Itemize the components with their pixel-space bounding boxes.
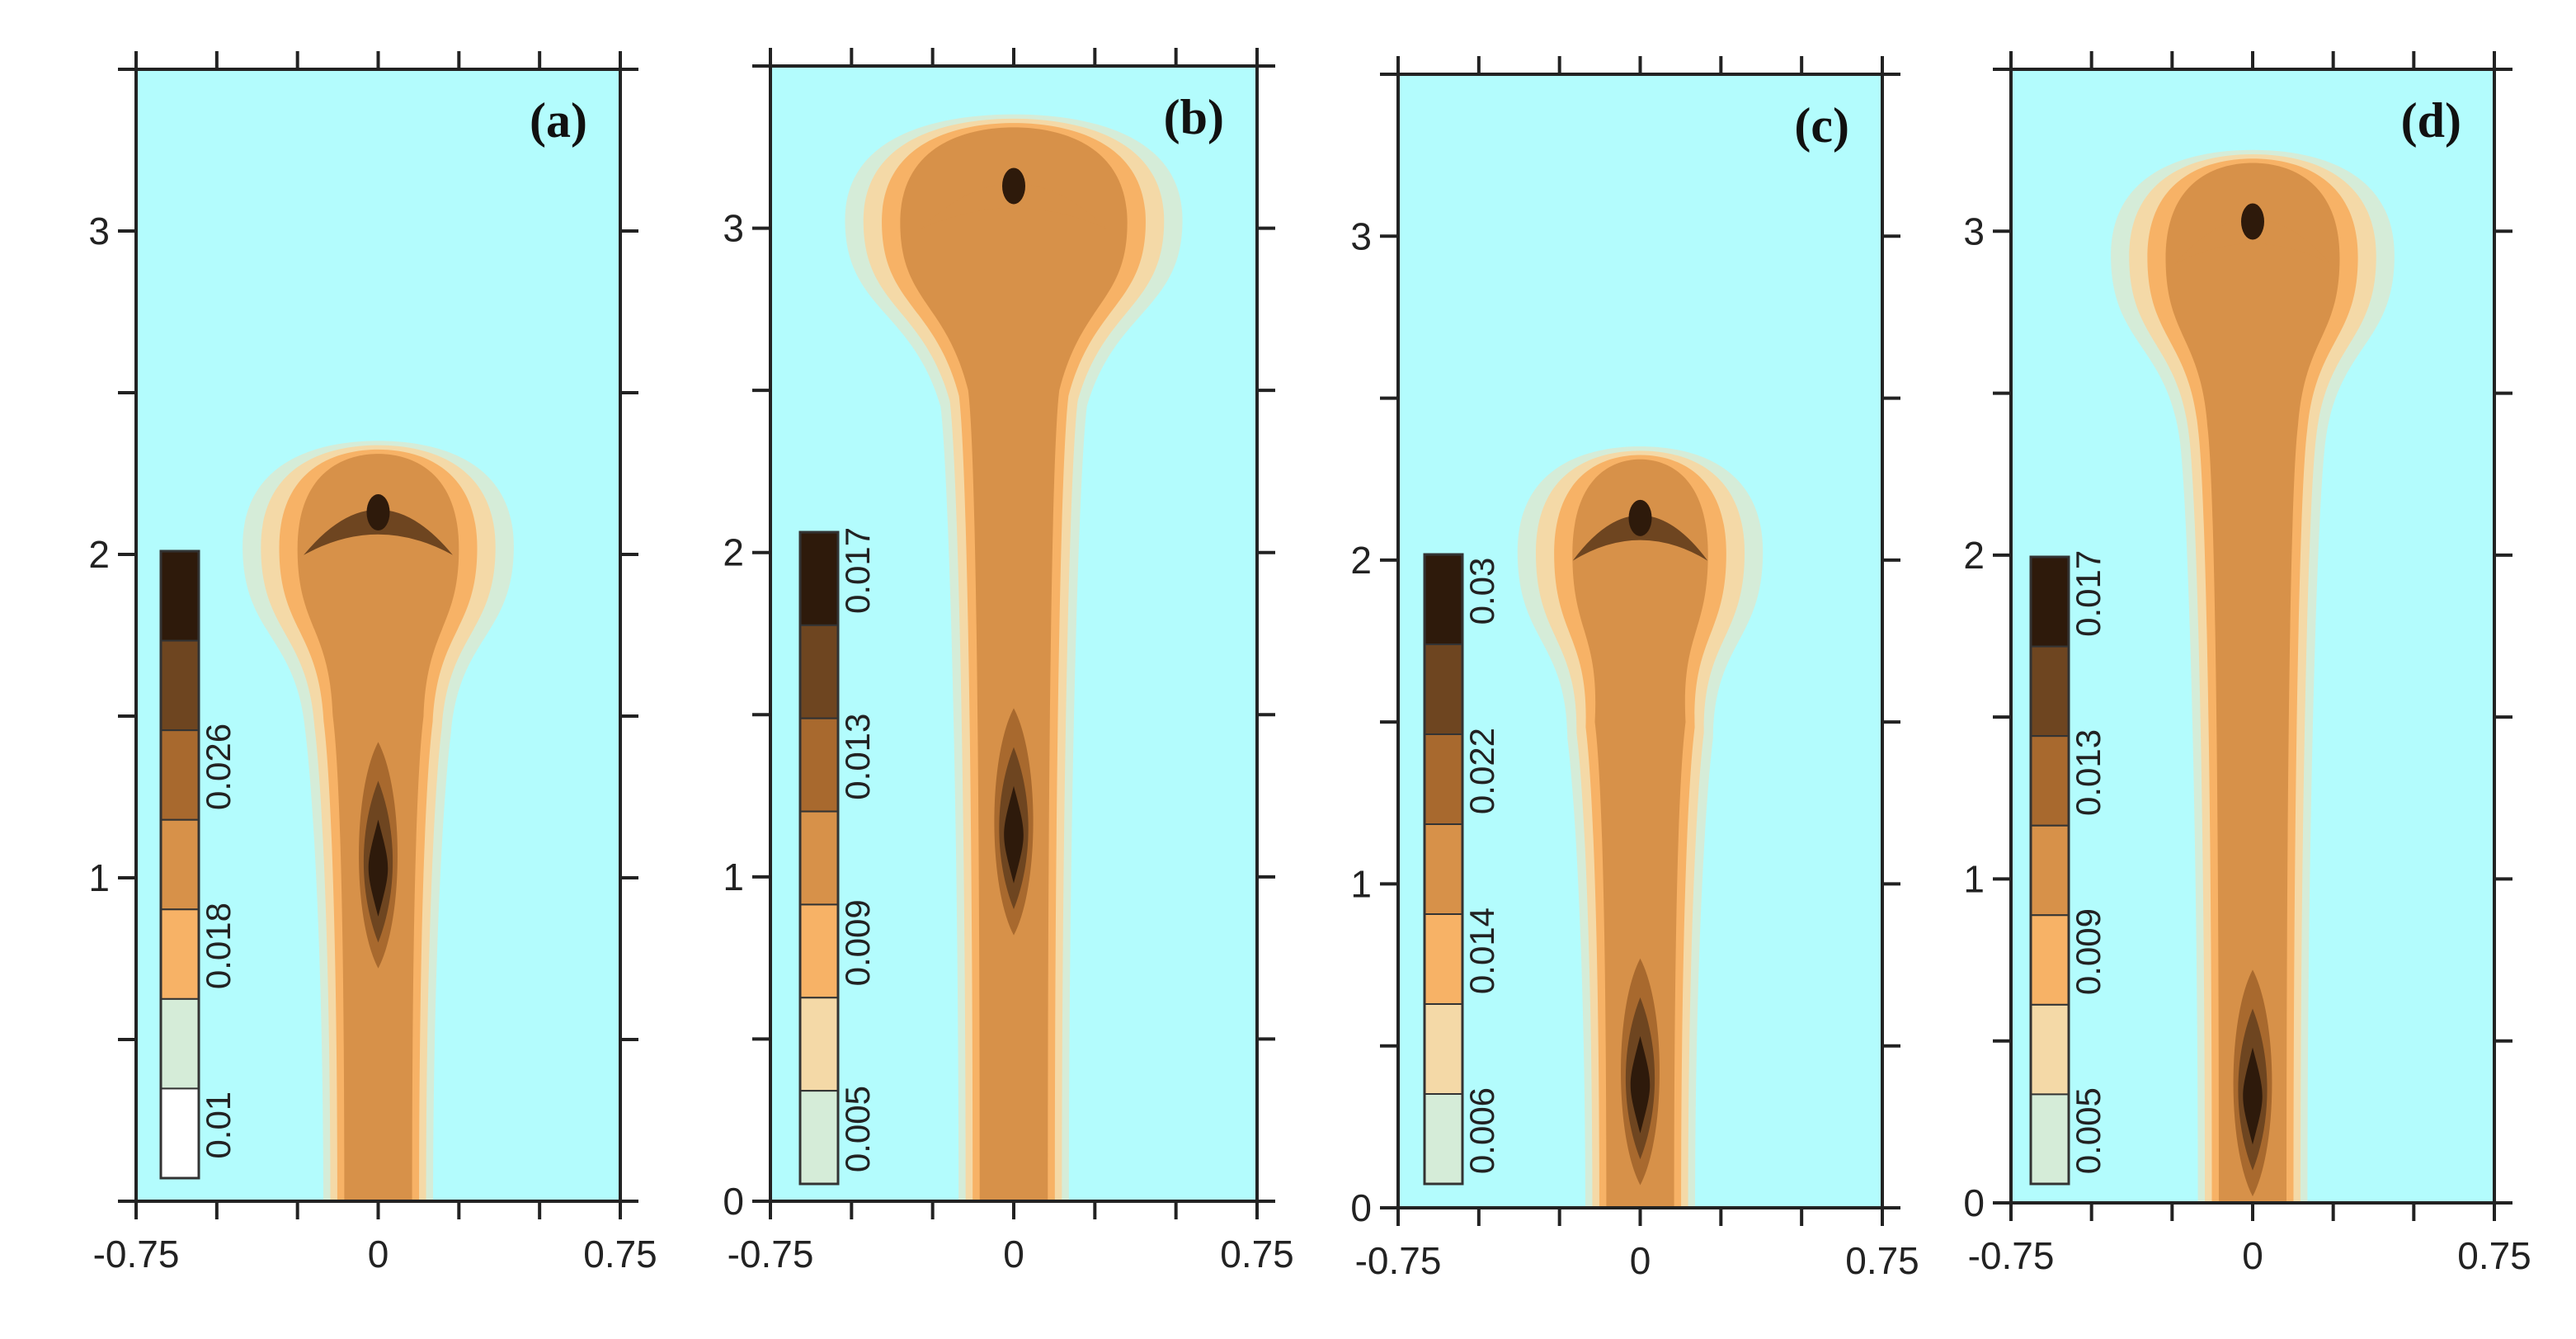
y-tick-label: 0	[723, 1180, 744, 1223]
y-tick-label: 0	[1963, 1181, 1985, 1224]
panel-c: -0.75 0 0.75 0 1 2 3 (c) 0.006 0.014 0.022 0.03	[1350, 56, 1919, 1282]
x-tick-label: 0.75	[583, 1233, 657, 1275]
colorbar-swatch	[161, 999, 199, 1089]
colorbar-swatch	[1425, 644, 1462, 734]
colorbar-label: 0.026	[199, 724, 238, 810]
colorbar-label: 0.009	[838, 899, 877, 986]
colorbar-label: 0.03	[1462, 558, 1501, 625]
colorbar-swatch	[161, 730, 199, 820]
colorbar-swatch	[800, 812, 838, 905]
x-tick-label: -0.75	[1968, 1234, 2055, 1277]
x-tick-label: 0	[2242, 1234, 2263, 1277]
colorbar-swatch	[1425, 554, 1462, 644]
colorbar-swatch	[161, 641, 199, 731]
x-tick-label: 0.75	[2457, 1234, 2531, 1277]
colorbar-label: 0.018	[199, 903, 238, 989]
colorbar-label: 0.013	[2069, 729, 2107, 816]
colorbar-swatch	[1425, 1004, 1462, 1094]
y-tick-label: 2	[723, 531, 744, 574]
cap-core	[367, 494, 390, 530]
panel-d: -0.75 0 0.75 0 1 2 3 (d) 0.005 0.009 0.013 0.017	[1963, 51, 2531, 1277]
colorbar-label: 0.013	[838, 714, 877, 800]
colorbar-swatch	[800, 532, 838, 625]
y-tick-label: 1	[1963, 857, 1985, 900]
y-tick-label: 3	[723, 207, 744, 250]
x-tick-label: 0.75	[1845, 1239, 1919, 1282]
colorbar-label: 0.022	[1462, 728, 1501, 814]
y-tick-label: 3	[1963, 210, 1985, 252]
colorbar-swatch	[161, 820, 199, 910]
x-tick-label: 0	[368, 1233, 389, 1275]
panel-label: (a)	[530, 93, 587, 148]
y-tick-label: 1	[723, 856, 744, 898]
colorbar-swatch	[2031, 826, 2069, 916]
colorbar-swatch	[161, 551, 199, 641]
cap-core	[1629, 500, 1652, 536]
panel-a: -0.75 0 0.75 1 2 3 (a) 0.01 0.018 0.026	[88, 51, 657, 1275]
colorbar-swatch	[2031, 1005, 2069, 1095]
colorbar-swatch	[800, 719, 838, 812]
cap-core	[2241, 204, 2264, 240]
colorbar-swatch	[2031, 647, 2069, 737]
colorbar-swatch	[800, 904, 838, 997]
colorbar-swatch	[800, 997, 838, 1091]
x-tick-label: -0.75	[728, 1233, 814, 1275]
y-tick-label: 0	[1350, 1186, 1372, 1229]
colorbar-swatch	[2031, 557, 2069, 647]
colorbar-swatch	[800, 1091, 838, 1184]
colorbar-swatch	[800, 625, 838, 719]
y-tick-label: 1	[88, 856, 110, 899]
y-tick-label: 3	[88, 210, 110, 252]
colorbar-swatch	[1425, 1094, 1462, 1184]
y-tick-label: 1	[1350, 862, 1372, 905]
panel-label: (b)	[1164, 90, 1224, 144]
y-tick-label: 3	[1350, 215, 1372, 257]
colorbar-label: 0.01	[199, 1091, 238, 1159]
colorbar-label: 0.017	[2069, 550, 2107, 637]
colorbar-label: 0.006	[1462, 1087, 1501, 1174]
colorbar-swatch	[2031, 1094, 2069, 1184]
y-tick-label: 2	[1963, 534, 1985, 577]
panel-b: -0.75 0 0.75 0 1 2 3 (b) 0.005 0.009 0.013 0.017	[723, 48, 1293, 1275]
colorbar-swatch	[2031, 915, 2069, 1005]
colorbar-swatch	[1425, 734, 1462, 824]
x-tick-label: 0	[1630, 1239, 1651, 1282]
panel-label: (c)	[1794, 98, 1849, 153]
colorbar-label: 0.009	[2069, 908, 2107, 995]
colorbar-swatch	[1425, 824, 1462, 914]
colorbar-swatch	[161, 909, 199, 999]
colorbar-label: 0.005	[2069, 1087, 2107, 1174]
colorbar-swatch	[1425, 914, 1462, 1004]
x-tick-label: -0.75	[1355, 1239, 1442, 1282]
colorbar-swatch	[161, 1088, 199, 1178]
figure: -0.75 0 0.75 1 2 3 (a) 0.01 0.018 0.026 -0.75 0 0.75…	[0, 0, 2576, 1339]
y-tick-label: 2	[88, 533, 110, 576]
y-tick-label: 2	[1350, 539, 1372, 582]
x-tick-label: 0	[1003, 1233, 1024, 1275]
colorbar-label: 0.014	[1462, 908, 1501, 994]
colorbar-label: 0.017	[838, 527, 877, 614]
colorbar-swatch	[2031, 736, 2069, 826]
x-tick-label: 0.75	[1220, 1233, 1294, 1275]
panel-label: (d)	[2401, 93, 2461, 148]
cap-core	[1002, 167, 1025, 204]
colorbar-label: 0.005	[838, 1086, 877, 1172]
x-tick-label: -0.75	[93, 1233, 180, 1275]
